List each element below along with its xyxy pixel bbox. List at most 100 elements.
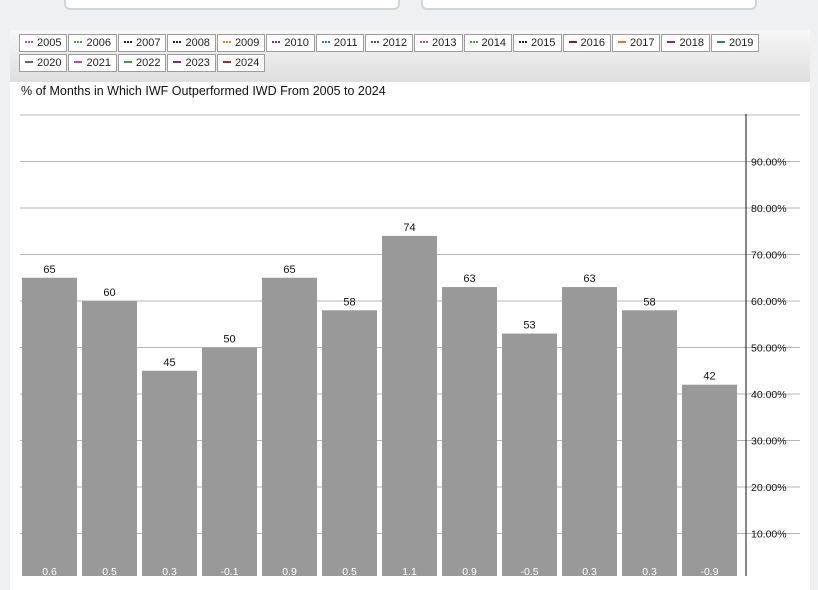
bar-chart: 0.00%10.00%20.00%30.00%40.00%50.00%60.00… bbox=[20, 114, 800, 576]
y-tick-label: 20.00% bbox=[751, 482, 787, 494]
y-tick-label: 10.00% bbox=[751, 529, 787, 541]
legend-item-2008[interactable]: 2008 bbox=[167, 34, 216, 52]
legend-swatch bbox=[420, 41, 429, 45]
bar-value-label: 65 bbox=[43, 264, 55, 276]
legend: 2005 2006 2007 2008 2009 2010 2011 2012 2013 2014… bbox=[19, 34, 799, 72]
legend-label: 2022 bbox=[135, 57, 161, 69]
legend-item-2009[interactable]: 2009 bbox=[216, 34, 266, 52]
legend-swatch bbox=[74, 61, 83, 65]
legend-swatch bbox=[716, 41, 725, 45]
legend-label: 2016 bbox=[580, 37, 605, 49]
legend-label: 2011 bbox=[333, 37, 358, 49]
y-tick-label: 80.00% bbox=[751, 203, 787, 215]
legend-item-2016[interactable]: 2016 bbox=[562, 34, 611, 52]
bar bbox=[22, 277, 77, 576]
bar-value-label: 45 bbox=[163, 357, 175, 369]
legend-swatch bbox=[469, 41, 478, 45]
bar-bottom-label: -0.5 bbox=[520, 566, 538, 576]
legend-item-2011[interactable]: 2011 bbox=[315, 34, 364, 52]
bar-bottom-label: 0.5 bbox=[102, 566, 117, 576]
bar-value-label: 53 bbox=[523, 320, 535, 332]
legend-label: 2019 bbox=[728, 37, 754, 49]
bar-value-label: 58 bbox=[643, 296, 655, 308]
bar bbox=[562, 287, 617, 576]
bar-value-label: 65 bbox=[283, 264, 295, 276]
y-tick-label: 30.00% bbox=[751, 436, 787, 448]
legend-item-2015[interactable]: 2015 bbox=[513, 34, 562, 52]
bar-value-label: 63 bbox=[463, 273, 475, 285]
bar bbox=[622, 310, 677, 576]
legend-swatch bbox=[74, 41, 83, 45]
bar-value-label: 60 bbox=[103, 287, 115, 299]
legend-item-2012[interactable]: 2012 bbox=[364, 34, 414, 52]
legend-label: 2012 bbox=[382, 37, 408, 49]
legend-item-2007[interactable]: 2007 bbox=[117, 34, 167, 52]
legend-label: 2021 bbox=[86, 57, 111, 69]
bar bbox=[262, 277, 317, 576]
legend-swatch bbox=[617, 41, 626, 45]
bar bbox=[202, 347, 257, 576]
legend-item-2021[interactable]: 2021 bbox=[68, 54, 117, 72]
bar-value-label: 42 bbox=[703, 371, 715, 383]
legend-item-2014[interactable]: 2014 bbox=[463, 34, 513, 52]
legend-item-2022[interactable]: 2022 bbox=[117, 54, 167, 72]
legend-label: 2007 bbox=[135, 37, 161, 49]
bar-bottom-label: 0.6 bbox=[42, 566, 57, 576]
bar-bottom-label: -0.1 bbox=[220, 566, 238, 576]
legend-swatch bbox=[25, 41, 33, 45]
y-tick-label: 70.00% bbox=[751, 250, 787, 262]
legend-swatch bbox=[173, 41, 182, 45]
bar-bottom-label: 0.3 bbox=[582, 566, 597, 576]
bar bbox=[322, 310, 377, 576]
top-select-right[interactable] bbox=[421, 0, 757, 10]
legend-label: 2009 bbox=[234, 37, 260, 49]
legend-swatch bbox=[222, 41, 231, 45]
legend-item-2020[interactable]: 2020 bbox=[19, 54, 68, 72]
legend-label: 2015 bbox=[531, 37, 556, 49]
legend-swatch bbox=[222, 61, 231, 65]
y-tick-label: 50.00% bbox=[751, 343, 787, 355]
bar-bottom-label: -0.9 bbox=[700, 566, 718, 576]
bar-bottom-label: 0.9 bbox=[282, 566, 297, 576]
legend-swatch bbox=[568, 41, 577, 45]
bar bbox=[442, 287, 497, 576]
legend-label: 2020 bbox=[37, 57, 62, 69]
legend-item-2019[interactable]: 2019 bbox=[710, 34, 760, 52]
bar bbox=[142, 370, 197, 576]
legend-label: 2014 bbox=[481, 37, 507, 49]
legend-item-2006[interactable]: 2006 bbox=[68, 34, 117, 52]
legend-item-2018[interactable]: 2018 bbox=[661, 34, 710, 52]
bar-value-label: 50 bbox=[223, 334, 235, 346]
bar-bottom-label: 0.3 bbox=[642, 566, 657, 576]
legend-label: 2008 bbox=[185, 37, 210, 49]
legend-swatch bbox=[123, 41, 132, 45]
legend-swatch bbox=[272, 41, 281, 45]
legend-label: 2024 bbox=[234, 57, 260, 69]
legend-label: 2005 bbox=[37, 37, 62, 49]
bar-bottom-label: 0.9 bbox=[462, 566, 477, 576]
bar bbox=[82, 301, 137, 576]
chart-title: % of Months in Which IWF Outperformed IW… bbox=[21, 84, 386, 98]
legend-label: 2013 bbox=[432, 37, 457, 49]
legend-item-2017[interactable]: 2017 bbox=[611, 34, 661, 52]
legend-label: 2018 bbox=[679, 37, 704, 49]
y-tick-label: 60.00% bbox=[751, 296, 787, 308]
bar-value-label: 74 bbox=[403, 222, 415, 234]
legend-swatch bbox=[321, 41, 330, 45]
legend-item-2023[interactable]: 2023 bbox=[167, 54, 216, 72]
legend-label: 2006 bbox=[86, 37, 111, 49]
legend-swatch bbox=[123, 61, 132, 65]
bar bbox=[682, 384, 737, 576]
bar-bottom-label: 0.5 bbox=[342, 566, 357, 576]
bar-bottom-label: 0.3 bbox=[162, 566, 177, 576]
y-tick-label: 40.00% bbox=[751, 389, 787, 401]
top-select-left[interactable] bbox=[64, 0, 400, 10]
bar-value-label: 63 bbox=[583, 273, 595, 285]
legend-item-2010[interactable]: 2010 bbox=[266, 34, 315, 52]
bar bbox=[502, 333, 557, 576]
legend-label: 2023 bbox=[185, 57, 210, 69]
legend-item-2024[interactable]: 2024 bbox=[216, 54, 266, 72]
legend-item-2005[interactable]: 2005 bbox=[19, 34, 68, 52]
bar-value-label: 58 bbox=[343, 296, 355, 308]
legend-item-2013[interactable]: 2013 bbox=[414, 34, 463, 52]
